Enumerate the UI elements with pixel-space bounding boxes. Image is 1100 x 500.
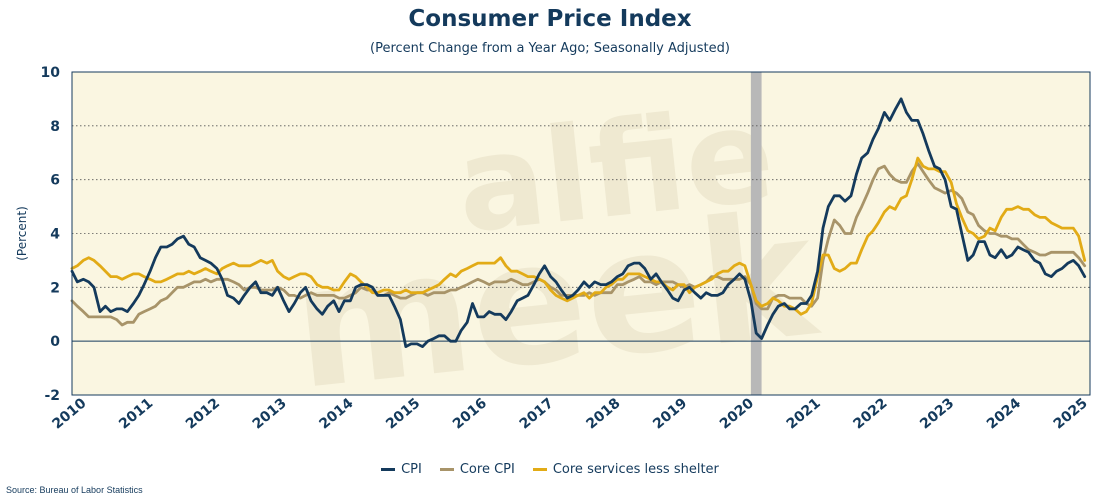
legend-item: Core CPI bbox=[439, 462, 515, 477]
legend-label: CPI bbox=[401, 462, 422, 477]
x-tick-label: 2020 bbox=[717, 395, 757, 432]
y-tick-label: 6 bbox=[50, 173, 60, 189]
y-axis-label: (Percent) bbox=[15, 206, 29, 261]
legend-swatch bbox=[381, 468, 396, 471]
legend-swatch bbox=[439, 468, 454, 471]
plot-frame bbox=[71, 71, 1091, 396]
legend-item: Core services less shelter bbox=[532, 462, 719, 477]
y-tick-label: 0 bbox=[50, 334, 60, 350]
y-tick-label: 4 bbox=[50, 227, 60, 243]
x-tick-label: 2011 bbox=[116, 395, 156, 432]
legend-swatch bbox=[532, 468, 547, 471]
x-tick-label: 2012 bbox=[183, 395, 223, 432]
legend-label: Core CPI bbox=[459, 462, 515, 477]
x-axis-tick-labels: 2010 2011 2012 2013 2014 2015 2016 2017 2018 2019… bbox=[49, 395, 1090, 432]
x-tick-label: 2025 bbox=[1051, 395, 1091, 432]
legend-label: Core services less shelter bbox=[552, 462, 719, 477]
x-tick-label: 2018 bbox=[583, 395, 623, 432]
series-line-cpi bbox=[70, 97, 1087, 348]
chart-title: Consumer Price Index bbox=[408, 6, 692, 32]
legend: CPI Core CPI Core services less shelter bbox=[0, 462, 1100, 477]
y-tick-label: 10 bbox=[41, 65, 61, 81]
y-axis-tick-labels: -2 0 2 4 6 8 10 bbox=[41, 65, 61, 404]
y-tick-label: 2 bbox=[50, 280, 60, 296]
x-tick-label: 2024 bbox=[984, 395, 1024, 432]
series-line-core-services-less-shelter bbox=[70, 156, 1087, 316]
x-tick-label: 2013 bbox=[250, 395, 290, 432]
x-tick-label: 2021 bbox=[784, 395, 824, 432]
series-lines bbox=[70, 97, 1087, 348]
x-tick-label: 2023 bbox=[917, 395, 957, 432]
x-tick-label: 2022 bbox=[850, 395, 890, 432]
source-note: Source: Bureau of Labor Statistics bbox=[6, 485, 143, 495]
chart-subtitle: (Percent Change from a Year Ago; Seasona… bbox=[370, 41, 730, 56]
y-tick-label: -2 bbox=[44, 388, 60, 404]
watermark-word-1: alfie bbox=[450, 78, 781, 262]
legend-item: CPI bbox=[381, 462, 422, 477]
x-tick-label: 2019 bbox=[650, 395, 690, 432]
y-tick-label: 8 bbox=[50, 119, 60, 135]
